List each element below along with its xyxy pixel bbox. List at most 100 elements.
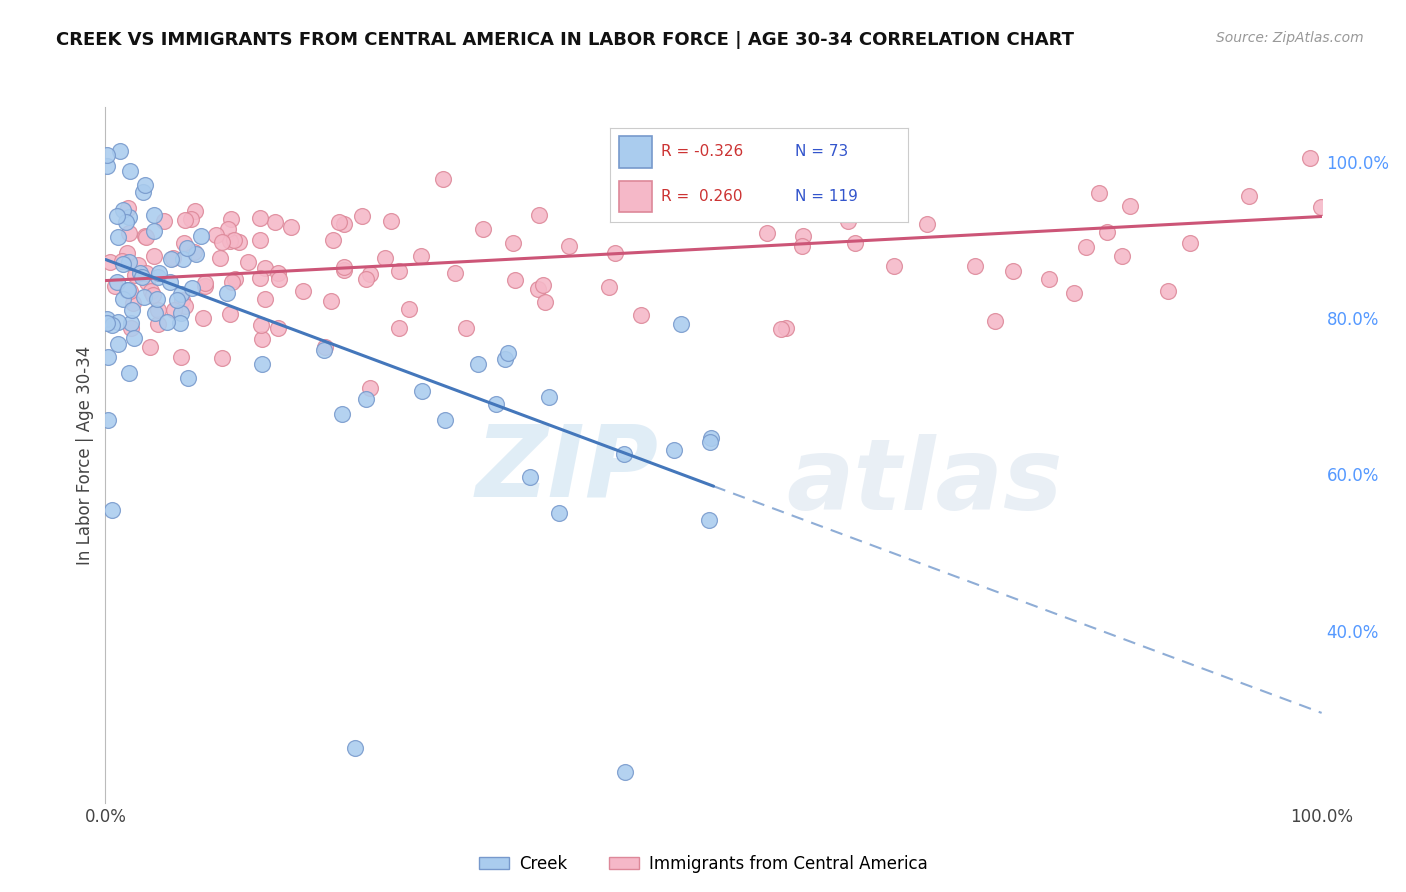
Point: [1002, 264, 1025, 278]
Point: [380, 214, 402, 228]
Point: [101, 503, 124, 517]
Text: CREEK VS IMMIGRANTS FROM CENTRAL AMERICA IN LABOR FORCE | AGE 30-34 CORRELATION : CREEK VS IMMIGRANTS FROM CENTRAL AMERICA…: [56, 31, 1074, 49]
Point: [115, 215, 138, 229]
Point: [205, 227, 228, 242]
Point: [598, 280, 620, 294]
Point: [494, 352, 516, 367]
Point: [194, 278, 217, 293]
Point: [314, 340, 336, 354]
Point: [194, 276, 217, 290]
Point: [354, 392, 377, 406]
Point: [162, 252, 184, 266]
Point: [160, 252, 183, 266]
Point: [630, 308, 652, 322]
Point: [558, 239, 581, 253]
Point: [984, 313, 1007, 327]
Point: [328, 215, 350, 229]
Point: [181, 281, 204, 295]
Point: [169, 350, 191, 364]
Point: [177, 371, 200, 385]
Point: [211, 351, 233, 365]
Point: [96, 159, 118, 173]
Point: [291, 284, 314, 298]
Point: [527, 208, 550, 222]
Point: [219, 212, 242, 227]
Point: [312, 343, 335, 358]
Point: [101, 318, 124, 333]
Point: [221, 275, 243, 289]
Point: [107, 229, 129, 244]
Point: [143, 306, 166, 320]
Point: [112, 292, 135, 306]
Point: [359, 267, 381, 281]
Point: [170, 286, 193, 301]
Point: [170, 305, 193, 319]
Point: [96, 311, 118, 326]
Point: [280, 219, 302, 234]
Point: [250, 318, 273, 332]
Point: [107, 314, 129, 328]
Point: [374, 251, 396, 265]
Point: [118, 255, 141, 269]
Point: [105, 276, 128, 290]
Point: [118, 367, 141, 381]
Point: [613, 447, 636, 461]
Point: [770, 322, 793, 336]
Point: [664, 442, 686, 457]
Point: [754, 179, 776, 194]
Point: [333, 218, 356, 232]
Point: [249, 233, 271, 247]
Point: [142, 249, 165, 263]
Point: [411, 384, 433, 398]
Point: [388, 264, 411, 278]
Point: [352, 209, 374, 223]
Point: [1299, 151, 1322, 165]
Point: [792, 239, 814, 253]
Point: [122, 330, 145, 344]
Point: [105, 209, 128, 223]
Point: [228, 235, 250, 249]
Point: [172, 293, 194, 307]
Point: [148, 269, 170, 284]
Point: [134, 229, 156, 244]
Point: [224, 272, 246, 286]
Point: [965, 259, 987, 273]
Point: [148, 302, 170, 317]
Point: [915, 217, 938, 231]
Point: [153, 213, 176, 227]
Legend: Creek, Immigrants from Central America: Creek, Immigrants from Central America: [472, 848, 934, 880]
Point: [603, 245, 626, 260]
Point: [267, 266, 290, 280]
Point: [211, 235, 233, 250]
Point: [1237, 189, 1260, 203]
Point: [485, 397, 508, 411]
Point: [129, 266, 152, 280]
Point: [671, 317, 693, 331]
Point: [134, 290, 156, 304]
Point: [250, 332, 273, 346]
Point: [215, 286, 238, 301]
Point: [688, 194, 710, 208]
Point: [1310, 200, 1333, 214]
Point: [433, 413, 456, 427]
Point: [319, 293, 342, 308]
Point: [142, 209, 165, 223]
Point: [613, 764, 636, 779]
Point: [191, 310, 214, 325]
Point: [148, 266, 170, 280]
Point: [146, 317, 169, 331]
Point: [533, 294, 555, 309]
Point: [163, 303, 186, 318]
Point: [775, 320, 797, 334]
Point: [333, 262, 356, 277]
Point: [184, 247, 207, 261]
Point: [322, 233, 344, 247]
Point: [124, 268, 146, 282]
Point: [236, 255, 259, 269]
Point: [136, 275, 159, 289]
Point: [98, 255, 121, 269]
Point: [135, 229, 157, 244]
Point: [249, 211, 271, 225]
Point: [250, 357, 273, 371]
Point: [159, 275, 181, 289]
